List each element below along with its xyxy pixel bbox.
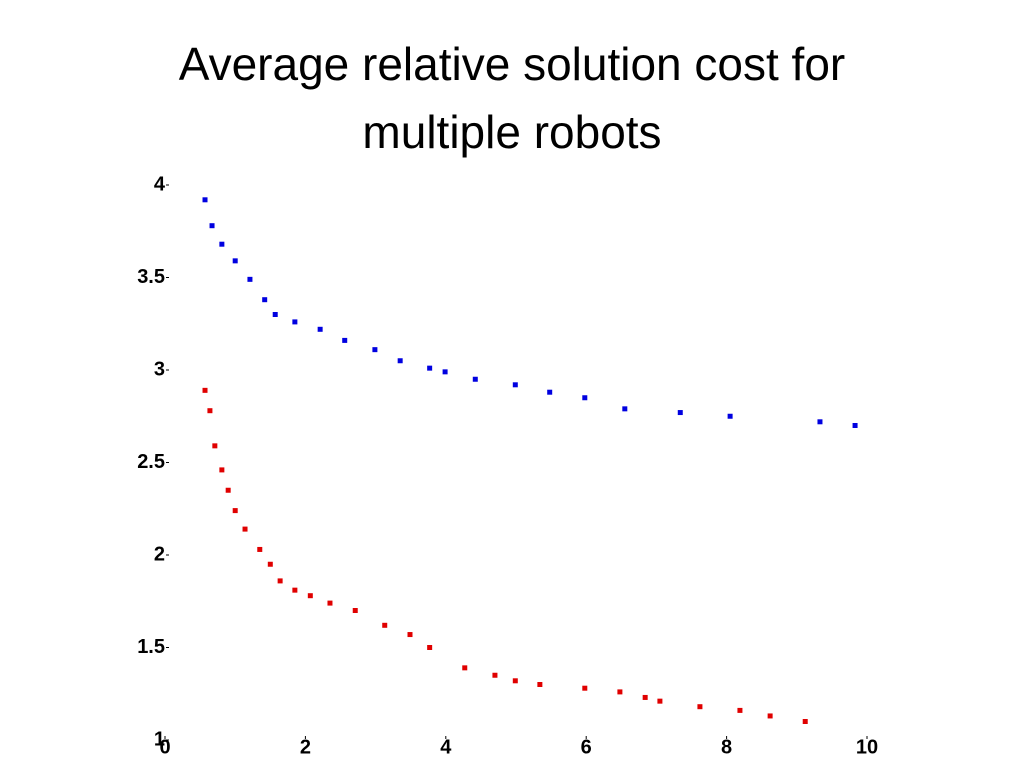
point	[397, 358, 403, 364]
point	[802, 719, 808, 724]
point	[492, 672, 498, 678]
point	[547, 389, 553, 395]
point	[737, 707, 743, 713]
point	[207, 408, 213, 414]
point	[697, 704, 703, 710]
x-tick-label: 4	[440, 736, 452, 758]
point	[582, 395, 588, 401]
x-tick-label: 2	[300, 736, 311, 758]
y-tick-label: 1	[154, 728, 165, 750]
point	[212, 443, 218, 449]
chart-title: Average relative solution cost for multi…	[178, 38, 846, 158]
point	[202, 387, 208, 393]
point	[622, 406, 628, 412]
point	[232, 258, 238, 264]
point	[677, 410, 683, 416]
point	[352, 608, 358, 613]
point	[512, 678, 518, 684]
point	[512, 382, 518, 388]
point	[317, 326, 323, 332]
point	[202, 197, 208, 203]
point	[219, 467, 225, 473]
point	[247, 276, 253, 282]
point	[817, 419, 823, 425]
point	[225, 487, 231, 493]
point	[727, 413, 733, 419]
x-tick-label: 0	[159, 736, 170, 758]
point	[342, 337, 348, 343]
point	[257, 546, 263, 552]
point	[242, 526, 248, 532]
point	[372, 347, 378, 353]
x-tick-label: 8	[721, 736, 732, 758]
point	[232, 508, 238, 514]
y-tick-label: 4	[154, 173, 166, 195]
point	[307, 593, 313, 599]
point	[657, 698, 663, 704]
point	[209, 223, 215, 229]
point	[427, 365, 433, 371]
point	[267, 561, 273, 567]
point	[642, 694, 648, 700]
point	[537, 682, 543, 687]
point	[219, 241, 225, 247]
point	[382, 622, 388, 628]
y-tick-label: 3	[154, 358, 165, 380]
point	[407, 632, 413, 638]
x-tick-label: 10	[856, 736, 878, 758]
point	[582, 685, 588, 691]
point	[277, 578, 283, 584]
point	[472, 376, 478, 382]
point	[767, 713, 773, 719]
x-tick-label: 6	[581, 736, 592, 758]
point	[327, 600, 333, 606]
y-tick-label: 2.5	[137, 451, 165, 473]
point	[292, 319, 298, 325]
point	[617, 689, 623, 695]
point	[292, 587, 298, 593]
y-tick-label: 3.5	[137, 266, 165, 288]
point	[427, 645, 433, 650]
point	[852, 423, 858, 428]
point	[462, 665, 468, 671]
point	[272, 312, 278, 317]
point	[262, 297, 268, 303]
y-tick-label: 2	[154, 543, 165, 565]
y-tick-label: 1.5	[137, 636, 165, 658]
point	[442, 369, 448, 375]
